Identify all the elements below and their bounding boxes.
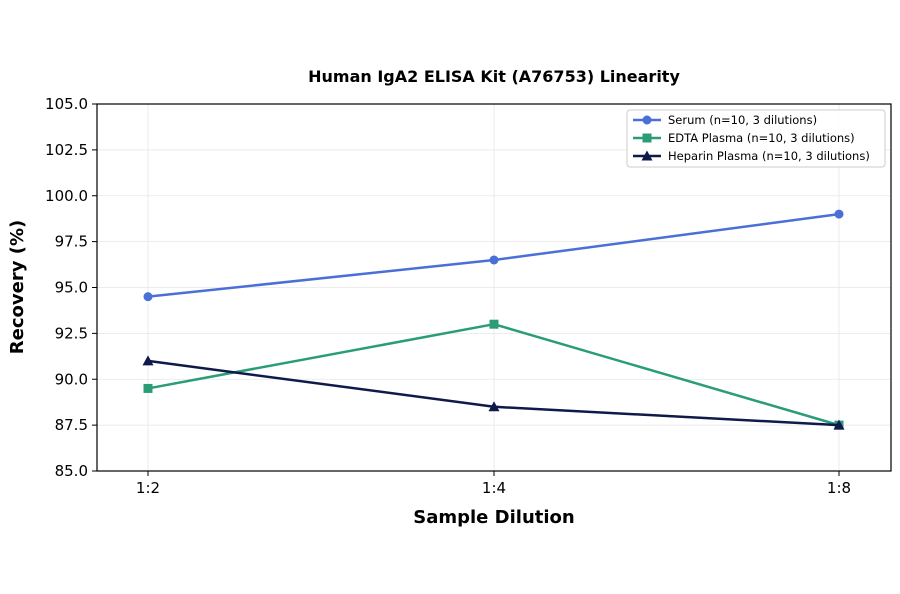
- y-tick-label: 87.5: [55, 416, 88, 434]
- data-point: [489, 319, 499, 329]
- legend-marker: [642, 133, 652, 143]
- legend-label: Serum (n=10, 3 dilutions): [668, 113, 817, 127]
- y-tick-label: 85.0: [55, 462, 88, 480]
- y-axis: 85.0 87.5 90.0 92.5 95.0 97.5 100.0 102.5 105.0: [45, 95, 97, 480]
- legend-label: EDTA Plasma (n=10, 3 dilutions): [668, 131, 855, 145]
- x-tick-label: 1:4: [482, 479, 506, 497]
- data-point: [833, 419, 845, 430]
- y-axis-label: Recovery (%): [7, 220, 28, 354]
- data-point: [142, 355, 154, 366]
- y-tick-label: 92.5: [55, 324, 88, 342]
- legend-item: Serum (n=10, 3 dilutions): [633, 113, 817, 127]
- y-tick-label: 90.0: [55, 370, 88, 388]
- y-tick-label: 102.5: [45, 141, 88, 159]
- data-series: [142, 209, 845, 430]
- x-axis: 1:2 1:4 1:8: [136, 471, 851, 497]
- series-line: [147, 212, 840, 298]
- y-tick-label: 95.0: [55, 279, 88, 297]
- data-point: [834, 209, 844, 219]
- data-point: [143, 383, 153, 393]
- y-tick-label: 100.0: [45, 187, 88, 205]
- chart-title: Human IgA2 ELISA Kit (A76753) Linearity: [308, 67, 680, 86]
- x-tick-label: 1:8: [827, 479, 851, 497]
- legend: Serum (n=10, 3 dilutions) EDTA Plasma (n=…: [626, 109, 886, 168]
- legend-label: Heparin Plasma (n=10, 3 dilutions): [668, 149, 870, 163]
- series-1: [143, 209, 844, 302]
- series-line: [147, 359, 840, 427]
- x-tick-label: 1:2: [136, 479, 160, 497]
- legend-item: Heparin Plasma (n=10, 3 dilutions): [633, 149, 870, 163]
- legend-marker: [641, 150, 653, 161]
- y-tick-label: 97.5: [55, 233, 88, 251]
- legend-marker: [642, 115, 652, 125]
- data-point: [489, 255, 499, 265]
- series-3: [142, 355, 845, 430]
- legend-item: EDTA Plasma (n=10, 3 dilutions): [633, 131, 855, 145]
- legend-box: [626, 109, 886, 168]
- y-tick-label: 105.0: [45, 95, 88, 113]
- x-axis-label: Sample Dilution: [413, 507, 574, 528]
- data-point: [488, 401, 500, 412]
- data-point: [143, 292, 153, 302]
